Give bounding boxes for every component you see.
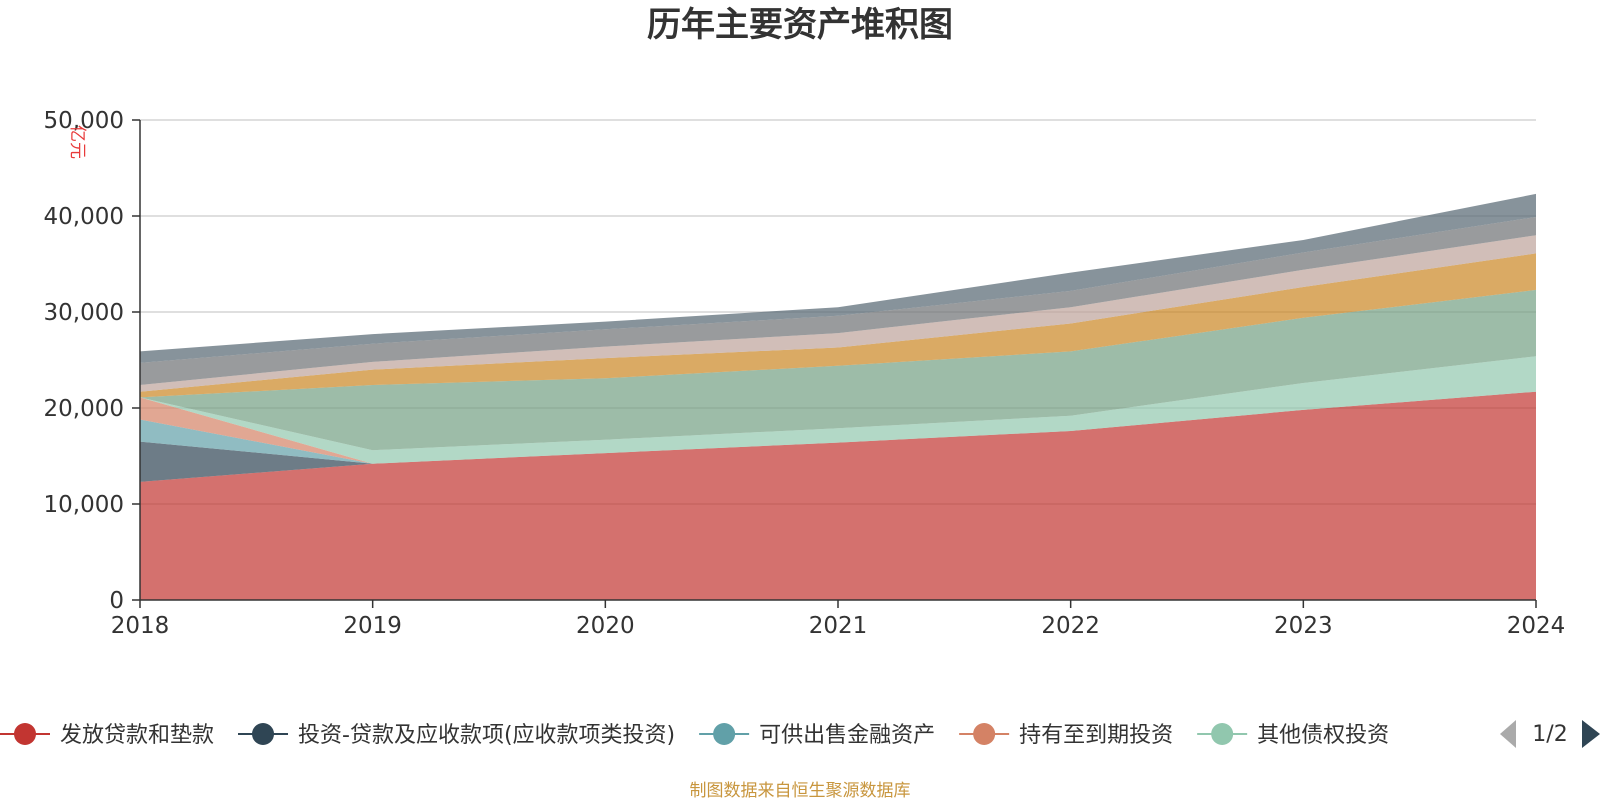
legend-item[interactable]: 发放贷款和垫款	[0, 723, 214, 748]
y-tick-label: 20,000	[44, 396, 124, 422]
legend-item[interactable]: 持有至到期投资	[959, 723, 1173, 748]
x-tick-label: 2018	[111, 613, 170, 639]
x-tick-label: 2024	[1507, 613, 1566, 639]
legend-label: 持有至到期投资	[1019, 723, 1173, 748]
legend-pager: 1/2	[1500, 720, 1600, 748]
legend-label: 可供出售金融资产	[759, 723, 935, 748]
y-tick-label: 50,000	[44, 108, 124, 134]
legend-page-indicator: 1/2	[1532, 722, 1567, 747]
x-tick-label: 2021	[809, 613, 868, 639]
x-tick-label: 2020	[576, 613, 635, 639]
y-tick-label: 30,000	[44, 300, 124, 326]
legend-marker-icon	[1211, 723, 1234, 745]
legend-marker-icon	[14, 723, 36, 745]
y-tick-label: 0	[109, 588, 124, 614]
area-series-6	[140, 253, 1536, 398]
data-source-note: 制图数据来自恒生聚源数据库	[690, 781, 911, 800]
area-series-9	[140, 193, 1536, 363]
chart-title: 历年主要资产堆积图	[647, 5, 953, 45]
area-series-4	[140, 356, 1536, 464]
legend-item[interactable]: 投资-贷款及应收款项(应收款项类投资)	[238, 723, 675, 748]
legend-item[interactable]: 可供出售金融资产	[699, 723, 935, 748]
area-series-8	[140, 217, 1536, 385]
area-series-0	[140, 391, 1536, 600]
area-series-5	[140, 289, 1536, 451]
legend-marker-icon	[713, 723, 736, 745]
area-series	[140, 193, 1536, 600]
legend-item[interactable]: 其他债权投资	[1197, 723, 1389, 748]
y-tick-label: 10,000	[44, 492, 124, 518]
legend-marker-icon	[973, 723, 996, 745]
legend-label: 投资-贷款及应收款项(应收款项类投资)	[298, 723, 675, 748]
legend-prev-page-icon[interactable]	[1500, 720, 1516, 748]
x-tick-label: 2019	[343, 613, 402, 639]
legend-marker-icon	[252, 723, 275, 745]
x-tick-label: 2023	[1274, 613, 1333, 639]
y-axis-unit-label: 亿元	[67, 125, 87, 159]
legend: 发放贷款和垫款 投资-贷款及应收款项(应收款项类投资) 可供出售金融资产 持有至到期投…	[0, 723, 1389, 748]
legend-next-page-icon[interactable]	[1582, 720, 1600, 748]
x-tick-label: 2022	[1041, 613, 1100, 639]
area-series-7	[140, 235, 1536, 392]
legend-label: 其他债权投资	[1257, 723, 1389, 748]
y-tick-label: 40,000	[44, 204, 124, 230]
axes: 0 10,000 20,000 30,000 40,000 50,000 2018 2019 2…	[44, 108, 1566, 639]
legend-label: 发放贷款和垫款	[60, 723, 214, 748]
